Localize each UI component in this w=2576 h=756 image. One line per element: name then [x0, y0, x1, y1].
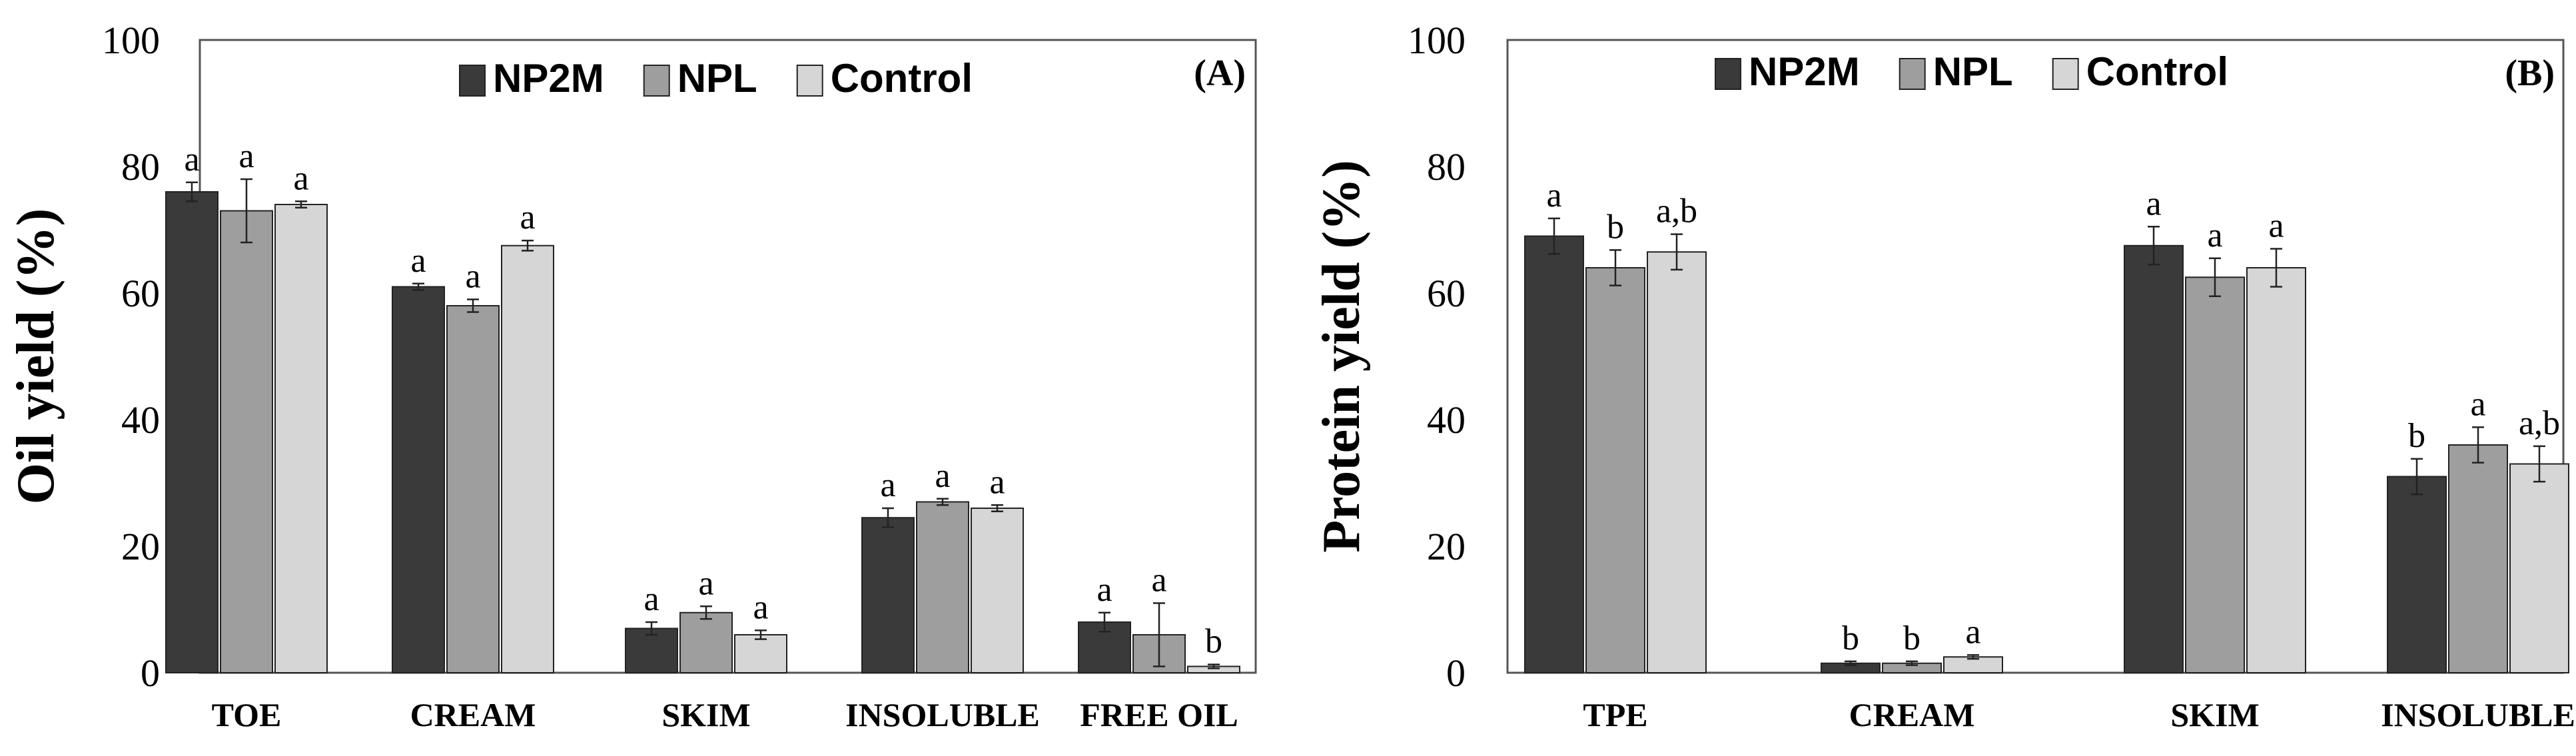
- x-category-label: CREAM: [410, 696, 536, 733]
- significance-label: b: [1205, 623, 1222, 661]
- bar-npl-tpe: [1585, 267, 1645, 673]
- y-tick-label: 40: [1427, 398, 1466, 442]
- significance-label: a: [2207, 216, 2222, 254]
- y-tick-label: 20: [121, 525, 160, 568]
- significance-label: a: [644, 580, 659, 618]
- y-tick-label: 100: [102, 19, 160, 62]
- bar-npl-cream: [446, 305, 500, 673]
- legend-label-npl: NPL: [677, 56, 757, 101]
- bar-control-toe: [274, 204, 328, 673]
- significance-label: a: [1546, 177, 1561, 214]
- significance-label: a: [1151, 562, 1166, 599]
- bar-control-insoluble: [2509, 463, 2569, 673]
- x-category-label: TOE: [212, 696, 282, 733]
- significance-label: a: [2146, 185, 2161, 222]
- significance-label: a: [293, 159, 308, 197]
- bar-npl-toe: [220, 210, 273, 673]
- panel-a-chart: 0 20 40 60 80 100 Oil yield (%) a a a TOE a a a CREAM a…: [7, 19, 1257, 733]
- significance-label: b: [1903, 619, 1921, 657]
- significance-label: a: [698, 564, 713, 602]
- legend-label-np2m: NP2M: [1749, 49, 1860, 94]
- legend-label-control: Control: [2086, 49, 2228, 94]
- y-axis-label: Oil yield (%): [7, 208, 65, 504]
- significance-label: a: [2470, 385, 2485, 423]
- significance-label: a: [184, 141, 199, 179]
- legend-label-npl: NPL: [1933, 49, 2013, 94]
- significance-label: a: [465, 258, 480, 296]
- bar-npl-insoluble: [916, 501, 969, 673]
- significance-label: a,b: [1656, 192, 1697, 230]
- y-axis-label: Protein yield (%): [1312, 160, 1371, 553]
- bar-np2m-tpe: [1524, 235, 1584, 673]
- bar-np2m-insoluble: [2387, 476, 2447, 673]
- y-tick-label: 40: [121, 398, 160, 442]
- bar-np2m-toe: [165, 191, 218, 673]
- panel-label: (B): [2505, 53, 2555, 94]
- legend-label-np2m: NP2M: [493, 56, 604, 101]
- x-category-label: SKIM: [2170, 696, 2259, 733]
- legend-swatch-control: [796, 65, 823, 97]
- bar-control-skim: [734, 634, 787, 673]
- significance-label: a: [880, 466, 895, 504]
- y-tick-label: 60: [121, 272, 160, 315]
- significance-label: a: [935, 457, 950, 495]
- y-tick-label: 0: [141, 651, 160, 695]
- y-tick-label: 80: [121, 145, 160, 189]
- significance-label: b: [2408, 417, 2425, 455]
- significance-label: b: [1842, 619, 1859, 657]
- x-category-label: SKIM: [661, 696, 750, 733]
- bar-npl-insoluble: [2448, 444, 2508, 673]
- significance-label: a: [1096, 571, 1112, 609]
- bar-control-skim: [2246, 267, 2306, 673]
- y-tick-label: 0: [1446, 651, 1466, 695]
- x-category-label: INSOLUBLE: [845, 696, 1040, 733]
- bar-np2m-skim: [2124, 244, 2184, 673]
- y-tick-label: 100: [1408, 19, 1466, 62]
- y-tick-label: 20: [1427, 525, 1466, 568]
- significance-label: a: [520, 198, 535, 236]
- significance-label: a: [989, 463, 1005, 501]
- bar-control-cream: [501, 244, 554, 673]
- legend-swatch-control: [2052, 58, 2079, 90]
- bar-control-tpe: [1647, 251, 1707, 673]
- bar-np2m-cream: [392, 286, 445, 673]
- x-category-label: INSOLUBLE: [2381, 696, 2575, 733]
- y-tick-label: 60: [1427, 272, 1466, 315]
- x-category-label: FREE OIL: [1080, 696, 1238, 733]
- significance-label: a: [410, 242, 426, 280]
- significance-label: a: [753, 588, 768, 626]
- significance-label: b: [1607, 208, 1624, 246]
- plot-frame: [1506, 39, 2565, 674]
- panel-label: (A): [1194, 53, 1246, 94]
- bar-npl-skim: [679, 611, 733, 673]
- significance-label: a: [2268, 207, 2284, 245]
- bar-npl-skim: [2185, 276, 2245, 673]
- legend-swatch-npl: [1899, 58, 1926, 90]
- significance-label: a,b: [2519, 404, 2560, 442]
- y-tick-label: 80: [1427, 145, 1466, 189]
- bar-np2m-insoluble: [861, 517, 915, 673]
- legend-label-control: Control: [831, 56, 973, 101]
- bar-control-insoluble: [971, 508, 1024, 673]
- legend-swatch-np2m: [459, 65, 486, 97]
- legend-swatch-npl: [643, 65, 670, 97]
- x-category-label: TPE: [1583, 696, 1647, 733]
- significance-label: a: [1965, 613, 1980, 651]
- x-category-label: CREAM: [1849, 696, 1975, 733]
- significance-label: a: [238, 137, 254, 175]
- legend-swatch-np2m: [1715, 58, 1741, 90]
